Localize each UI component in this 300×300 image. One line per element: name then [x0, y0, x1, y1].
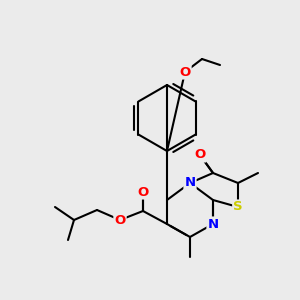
Text: O: O	[137, 185, 148, 199]
Text: S: S	[233, 200, 243, 214]
Text: O: O	[114, 214, 126, 226]
Text: N: N	[184, 176, 196, 190]
Text: N: N	[207, 218, 219, 230]
Text: O: O	[179, 65, 191, 79]
Text: O: O	[194, 148, 206, 161]
